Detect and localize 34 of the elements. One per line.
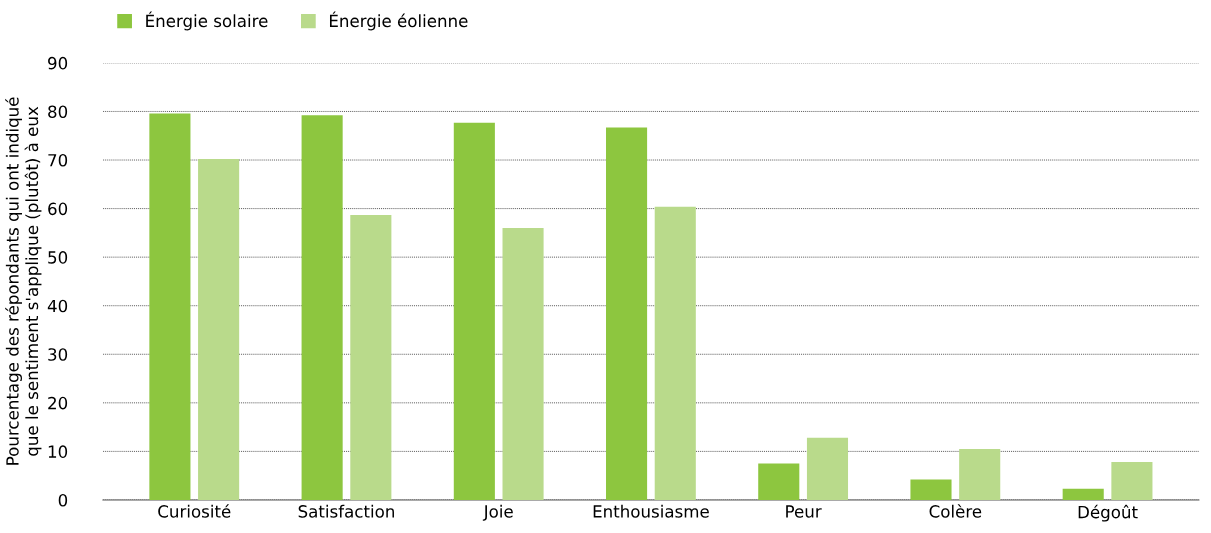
bar [502,228,544,500]
x-tick-label: Curiosité [158,504,231,518]
y-tick-label: 0 [58,493,68,507]
y-tick-label: 10 [48,445,68,458]
bar [1062,488,1104,500]
bar [806,437,849,500]
x-tick-label: Dégoût [1078,504,1138,522]
bar [350,214,392,500]
x-tick-label: Joie [482,504,513,521]
y-axis-title: Pourcentage des répondants qui ont indiqué que le sentiment s'applique (plutôt) à eux [5,97,42,465]
bar [758,463,800,500]
bar [959,448,1001,500]
legend-label: Énergie éolienne [329,11,468,31]
bar [654,206,696,500]
y-tick-label: 70 [48,153,68,167]
x-tick-label: Peur [786,505,822,518]
x-tick-label: Satisfaction [298,504,394,518]
legend-label: Énergie solaire [146,11,268,31]
bar [198,159,240,500]
y-tick-label: 30 [48,348,68,361]
x-tick-label: Colère [929,504,982,518]
y-tick-label: 40 [47,299,68,313]
bar [1111,462,1153,500]
bar [149,113,191,500]
y-tick-label: 80 [48,105,68,119]
y-tick-label: 60 [48,202,68,216]
bar [910,479,952,500]
y-tick-label: 90 [48,56,68,70]
y-tick-label: 20 [48,396,68,410]
bar [301,115,343,500]
bar [606,127,648,500]
x-tick-label: Enthousiasme [593,504,709,518]
bar [453,122,495,500]
y-tick-label: 50 [48,251,68,264]
